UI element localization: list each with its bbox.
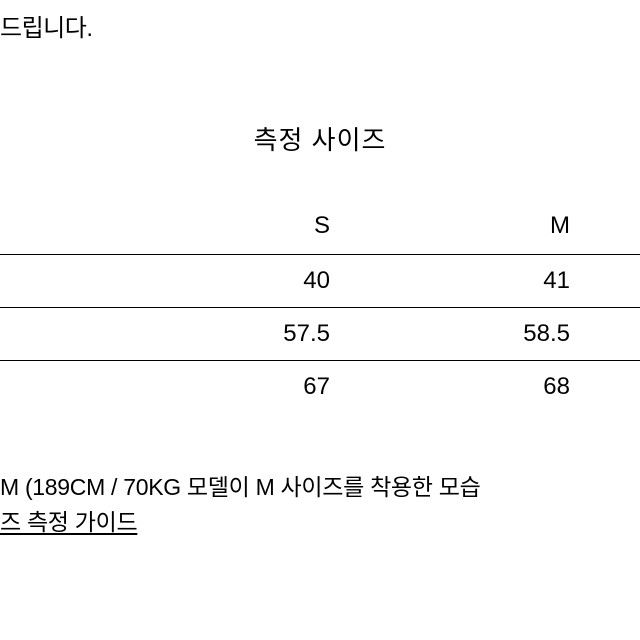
cell: 57.5 [0,308,340,361]
size-table-container: S M 40 41 57.5 58.5 67 68 [0,200,640,413]
size-guide-link[interactable]: 즈 측정 가이드 [0,503,137,537]
cell: 41 [340,255,640,308]
table-row: 67 68 [0,361,640,414]
model-info-text: M (189CM / 70KG 모델이 M 사이즈를 착용한 모습 [0,468,480,502]
cell: 67 [0,361,340,414]
table-row: 40 41 [0,255,640,308]
column-header-s: S [0,200,340,255]
cell: 58.5 [340,308,640,361]
cell: 68 [340,361,640,414]
top-text-fragment: 드립니다. [0,8,93,43]
column-header-m: M [340,200,640,255]
table-header-row: S M [0,200,640,255]
size-table: S M 40 41 57.5 58.5 67 68 [0,200,640,413]
section-title: 측정 사이즈 [254,120,387,157]
cell: 40 [0,255,340,308]
table-row: 57.5 58.5 [0,308,640,361]
